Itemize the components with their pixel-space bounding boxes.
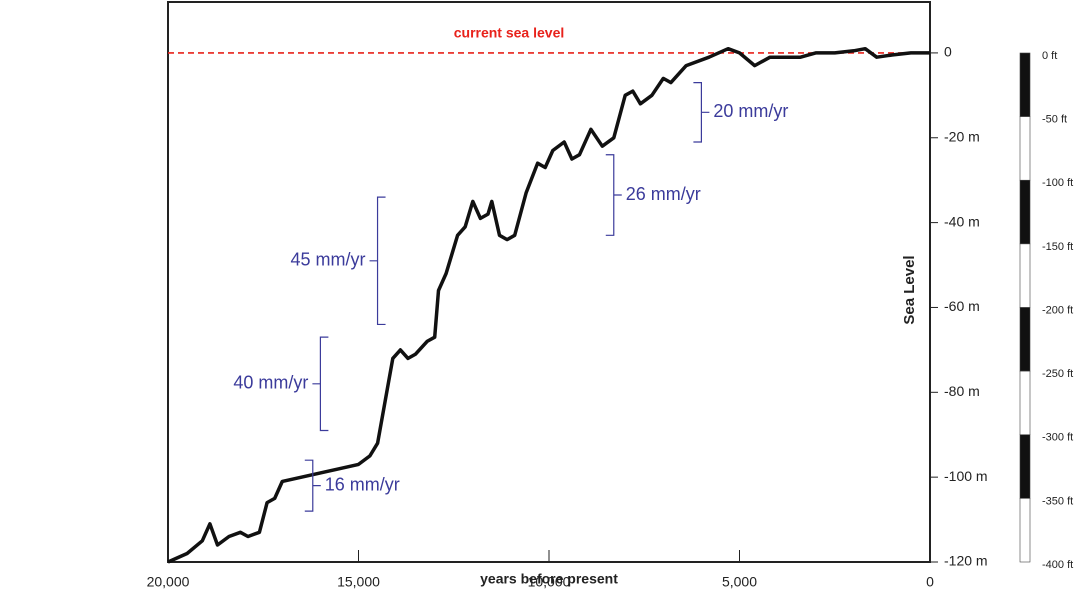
ft-scale-segment: [1019, 179, 1031, 245]
y-tick-label: -40 m: [944, 213, 980, 229]
rate-bracket: [312, 336, 329, 432]
ft-scale-segment: [1019, 370, 1031, 436]
rate-bracket: [693, 82, 710, 143]
y-tick-label: -120 m: [944, 553, 988, 569]
x-tick-label: 0: [926, 574, 934, 590]
x-tick-label: 5,000: [722, 574, 757, 590]
y-tick-label: -100 m: [944, 468, 988, 484]
plot-frame: [167, 1, 931, 563]
y-axis-title: Sea Level: [901, 255, 918, 324]
ft-scale-label: -250 ft: [1042, 368, 1073, 380]
y-tick-label: -20 m: [944, 128, 980, 144]
x-axis-title: years before present: [480, 571, 618, 587]
ft-scale-segment: [1019, 116, 1031, 181]
ft-scale-label: -350 ft: [1042, 495, 1073, 507]
ft-scale-segment: [1019, 434, 1031, 499]
rate-bracket: [304, 459, 321, 512]
ft-scale-label: -400 ft: [1042, 559, 1073, 571]
ft-scale-segment: [1019, 52, 1031, 117]
rate-label: 40 mm/yr: [233, 373, 308, 393]
ft-scale-label: -50 ft: [1042, 114, 1067, 126]
y-tick-label: -60 m: [944, 298, 980, 314]
ft-scale-label: -200 ft: [1042, 304, 1073, 316]
ft-scale-segment: [1019, 243, 1031, 308]
ft-scale-label: -100 ft: [1042, 177, 1073, 189]
ft-scale-segment: [1019, 498, 1031, 563]
y-tick-label: -80 m: [944, 383, 980, 399]
rate-bracket: [605, 154, 622, 236]
rate-label: 20 mm/yr: [713, 101, 788, 121]
x-tick-label: 10,000: [528, 574, 571, 590]
ft-scale-label: 0 ft: [1042, 50, 1057, 62]
rate-bracket: [369, 196, 386, 326]
x-tick-label: 20,000: [147, 574, 190, 590]
ft-scale-label: -150 ft: [1042, 241, 1073, 253]
reference-label: current sea level: [454, 25, 565, 41]
x-tick-label: 15,000: [337, 574, 380, 590]
rate-label: 45 mm/yr: [291, 250, 366, 270]
rate-label: 16 mm/yr: [325, 474, 400, 494]
ft-scale-segment: [1019, 307, 1031, 372]
rate-label: 26 mm/yr: [626, 184, 701, 204]
y-tick-label: 0: [944, 44, 952, 60]
ft-scale-label: -300 ft: [1042, 432, 1073, 444]
sea-level-line: [167, 46, 930, 564]
